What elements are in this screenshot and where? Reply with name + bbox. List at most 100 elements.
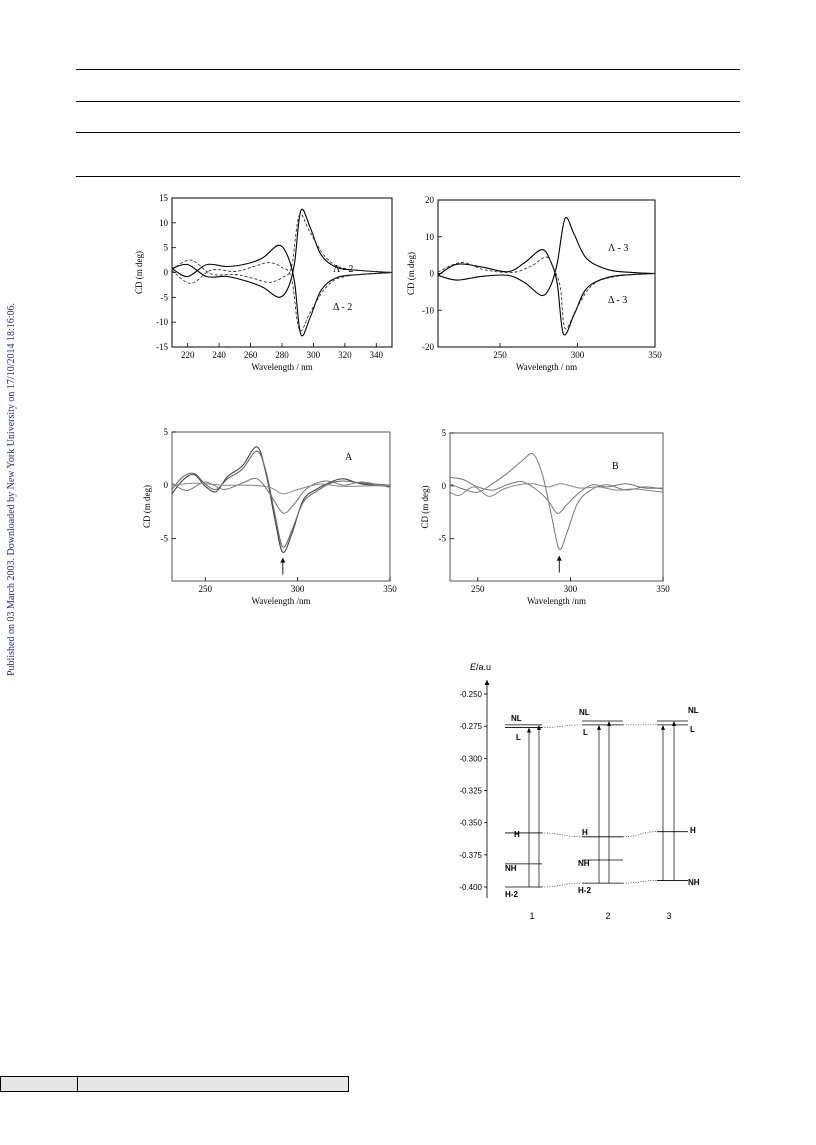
cd_top_right-group: 250 300 350 20 10 0 -10 -20 Wavelength / nm CD (m… [406,195,662,372]
series-line-4 [171,213,393,283]
y-tick-label: 0 [430,269,435,279]
level-connector [622,880,658,884]
energy-axis-arrow [484,680,490,685]
cd_panel_a-group: 250 300 350 5 0 -5 Wavelength /nm CD (m deg) A [142,427,397,606]
x-tick-label: 240 [212,350,226,360]
transition-arrow-head [527,727,531,733]
x-tick-label: 300 [291,584,305,594]
x-tick-label: 260 [244,350,258,360]
transition-arrow-head [537,724,541,730]
y-tick-label: 10 [159,218,169,228]
energy-tick-label: -0.325 [459,787,482,796]
plot-frame [171,431,391,582]
energy-tick-label: -0.250 [459,690,482,699]
top-rule-2 [76,101,740,102]
y-tick-label: 10 [425,232,435,242]
plot-frame [171,197,393,348]
y-tick-label: -5 [439,534,447,544]
transition-arrow-head [672,721,676,727]
x-tick-label: 300 [571,350,585,360]
y-tick-label: 0 [442,481,447,491]
transition-arrow-head [661,724,665,730]
energy-level-label: H [690,826,696,835]
series-line-3 [449,483,664,497]
y-tick-label: 15 [159,193,169,203]
transition-arrow-head [607,721,611,727]
y-tick-label: -15 [156,342,168,352]
series-line-4 [171,482,391,495]
series-line-3 [437,256,656,330]
x-tick-label: 220 [181,350,195,360]
level-connector [541,724,583,728]
y-tick-label: 0 [164,480,169,490]
series-line-1 [171,446,391,553]
y-tick-label: 5 [164,243,169,253]
x-tick-label: 350 [648,350,662,360]
series-line-2 [449,476,664,514]
plot-annotation: Λ - 2 [333,264,353,275]
column-label: 3 [666,911,671,921]
energy-level-label: H [514,830,520,839]
energy-axis-label: E/a.u [470,662,491,672]
energy-level-label: L [516,733,521,742]
plot-frame [449,432,664,582]
y-tick-label: -10 [422,305,434,315]
cd_panel_b-group: 250 300 350 5 0 -5 Wavelength /nm CD (m deg) B [420,428,670,606]
series-line-1 [449,453,664,551]
y-tick-label: -5 [161,533,169,543]
x-tick-label: 250 [493,350,507,360]
level-connector [541,832,583,838]
x-tick-label: 350 [383,584,397,594]
plot-annotation: Δ - 2 [333,302,352,313]
level-connector [541,882,583,888]
plot-annotation: B [612,461,619,472]
x-axis-label: Wavelength / nm [516,362,577,372]
energy-level-label: H-2 [578,886,591,895]
energy-tick-label: -0.350 [459,819,482,828]
energy-level-label: NH [578,859,590,868]
x-axis-label: Wavelength /nm [527,596,586,606]
energy-level-label: NL [688,706,699,715]
x-axis-label: Wavelength /nm [251,596,310,606]
y-axis-label: CD (m deg) [420,486,430,529]
y-tick-label: 5 [442,428,447,438]
x-tick-label: 300 [564,584,578,594]
top-rule-3 [76,132,740,133]
y-axis-label: CD (m deg) [406,252,416,295]
energy-tick-label: -0.275 [459,722,482,731]
energy-level-label: L [583,728,588,737]
column-label: 2 [605,911,610,921]
x-tick-label: 320 [338,350,352,360]
x-tick-label: 340 [370,350,384,360]
series-line-2 [171,450,391,548]
x-tick-label: 300 [307,350,321,360]
x-tick-label: 250 [199,584,213,594]
top-rule-1 [76,69,740,70]
footer-bar-divider [77,1077,78,1091]
series-line-1 [171,244,393,337]
energy-level-label: H-2 [505,890,518,899]
y-axis-label: CD (m deg) [142,485,152,528]
y-tick-label: -20 [422,342,434,352]
series-line-2 [437,216,656,297]
energy-level-label: H [582,828,588,837]
x-tick-label: 250 [471,584,485,594]
energy-tick-label: -0.400 [459,883,482,892]
x-tick-label: 350 [656,584,670,594]
plot-annotation: Λ - 3 [608,243,628,254]
plot-frame [437,199,656,348]
energy-level-label: L [690,725,695,734]
series-line-3 [171,477,391,514]
column-label: 1 [529,911,534,921]
energy-level-label: NL [579,708,590,717]
y-tick-label: -10 [156,317,168,327]
series-line-3 [171,262,393,332]
y-tick-label: -5 [161,292,169,302]
y-axis-label: CD (m deg) [134,251,144,294]
plot-annotation: A [345,452,353,463]
y-tick-label: 5 [164,427,169,437]
energy-tick-label: -0.375 [459,851,482,860]
y-tick-label: 20 [425,195,435,205]
footer-bar [0,1076,349,1092]
